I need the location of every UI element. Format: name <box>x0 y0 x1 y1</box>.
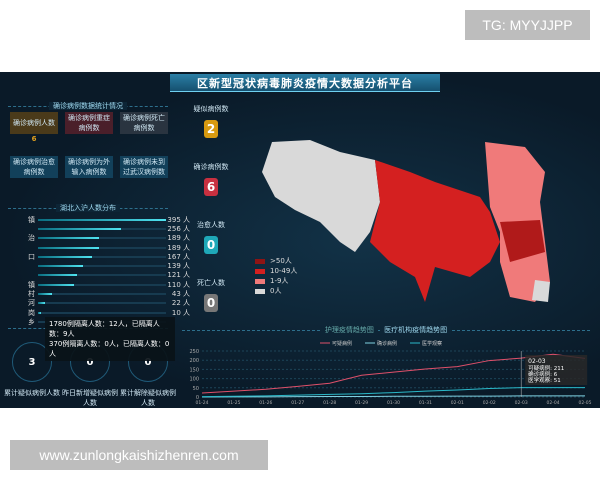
bar-row: 治 189 人 <box>28 234 190 243</box>
x-tick: 01-26 <box>259 400 272 406</box>
bar <box>38 227 121 230</box>
map-region-gray <box>262 140 380 252</box>
tooltip: 1780例隔离人数：12人，已隔离人数：9人 370例隔离人数：0人，已隔离人数：… <box>45 317 175 361</box>
map-region-red <box>370 160 500 302</box>
stat-card: 确诊病例为外输入病例数 <box>65 156 113 178</box>
bar-row: 121 人 <box>10 271 190 280</box>
bar <box>38 302 46 305</box>
x-tick: 01-29 <box>355 400 368 406</box>
bar-row: 岗 10 人 <box>28 308 190 317</box>
stat-card: 确诊病例未到过武汉病例数 <box>120 156 168 178</box>
map-legend: >50人 10-49人 1-9人 0人 <box>255 256 297 296</box>
x-tick: 02-03 <box>515 400 528 406</box>
bar <box>38 283 74 286</box>
bar <box>38 311 42 314</box>
tab-medical-trend[interactable]: 医疗机构疫情趋势图 <box>380 326 452 334</box>
watermark-bottom: www.zunlongkaishizhenren.com <box>10 440 268 470</box>
y-tick: 100 <box>189 377 199 383</box>
legend-label: 可疑病例 <box>332 340 352 347</box>
x-tick: 01-27 <box>291 400 304 406</box>
district-map <box>262 140 550 302</box>
chart-tooltip <box>525 355 588 385</box>
dashboard: 区新型冠状病毒肺炎疫情大数据分析平台 确诊病例数据统计情况 确诊病例人数 6 确诊病… <box>0 72 600 408</box>
y-tick: 0 <box>196 395 199 401</box>
y-tick: 150 <box>189 367 199 373</box>
bar-row: 镇 110 人 <box>28 280 190 289</box>
x-tick: 01-28 <box>323 400 336 406</box>
center-stat: 疑似病例数 2 <box>193 105 229 138</box>
x-tick: 01-30 <box>387 400 400 406</box>
tooltip-row: 确诊病例: 6 <box>528 370 558 378</box>
bar <box>38 265 84 268</box>
hubei-section-header: 湖北入沪人数分布 <box>8 204 168 218</box>
legend-item: >50人 <box>255 256 297 266</box>
bar-row: 镇 395 人 <box>28 215 190 224</box>
legend-label: 医学观察 <box>422 340 442 347</box>
stat-card: 确诊病例治愈病例数 <box>10 156 58 178</box>
bar-row: 河 22 人 <box>28 299 190 308</box>
bar <box>38 274 78 277</box>
bar-row: 村 43 人 <box>28 290 190 299</box>
y-tick: 50 <box>193 386 199 392</box>
y-tick: 200 <box>189 358 199 364</box>
bar <box>38 246 100 249</box>
trend-section-header: 护理疫情趋势图 医疗机构疫情趋势图 <box>182 326 590 340</box>
bar-row: 189 人 <box>10 243 190 252</box>
series-line <box>201 387 585 398</box>
bar-row: 口 167 人 <box>28 252 190 261</box>
tooltip-date: 02-03 <box>528 358 546 365</box>
page-title: 区新型冠状病毒肺炎疫情大数据分析平台 <box>170 74 440 92</box>
stat-card: 确诊病例死亡病例数 <box>120 112 168 134</box>
map-region-dark <box>500 220 545 262</box>
bar <box>38 293 52 296</box>
legend-label: 确诊病例 <box>377 340 397 347</box>
suspect-stat: 3 累计疑似病例人数 <box>4 342 60 398</box>
bar <box>38 237 100 240</box>
x-tick: 02-02 <box>483 400 496 406</box>
tab-nursing-trend[interactable]: 护理疫情趋势图 <box>320 326 378 334</box>
center-stat: 死亡人数 0 <box>197 279 225 312</box>
bar-row: 256 人 <box>10 224 190 233</box>
bar-row: 139 人 <box>10 261 190 270</box>
map-region-gray-small <box>532 280 550 302</box>
center-stat: 确诊病例数 6 <box>193 163 229 196</box>
legend-item: 10-49人 <box>255 266 297 276</box>
legend-item: 0人 <box>255 286 297 296</box>
watermark-top: TG: MYYJJPP <box>465 10 590 40</box>
bar <box>38 218 166 221</box>
y-tick: 250 <box>189 349 199 355</box>
legend-item: 1-9人 <box>255 276 297 286</box>
tooltip-row: 医学观察: 51 <box>528 376 561 384</box>
x-tick: 02-05 <box>578 400 591 406</box>
x-tick: 01-25 <box>227 400 240 406</box>
stat-card: 确诊病例重症病例数 <box>65 112 113 134</box>
bar <box>38 255 93 258</box>
x-tick: 02-01 <box>451 400 464 406</box>
stat-card: 确诊病例人数 6 <box>10 112 58 144</box>
x-tick: 01-24 <box>195 400 208 406</box>
confirmed-section-header: 确诊病例数据统计情况 <box>8 102 168 116</box>
center-stat: 治愈人数 0 <box>197 221 225 254</box>
trend-chart: 0 50 100 150 200 250 01-24 01-25 01-26 01-27 01-28… <box>189 340 591 406</box>
tooltip-row: 可疑病例: 211 <box>528 364 564 372</box>
x-tick: 01-31 <box>419 400 432 406</box>
x-tick: 02-04 <box>547 400 560 406</box>
